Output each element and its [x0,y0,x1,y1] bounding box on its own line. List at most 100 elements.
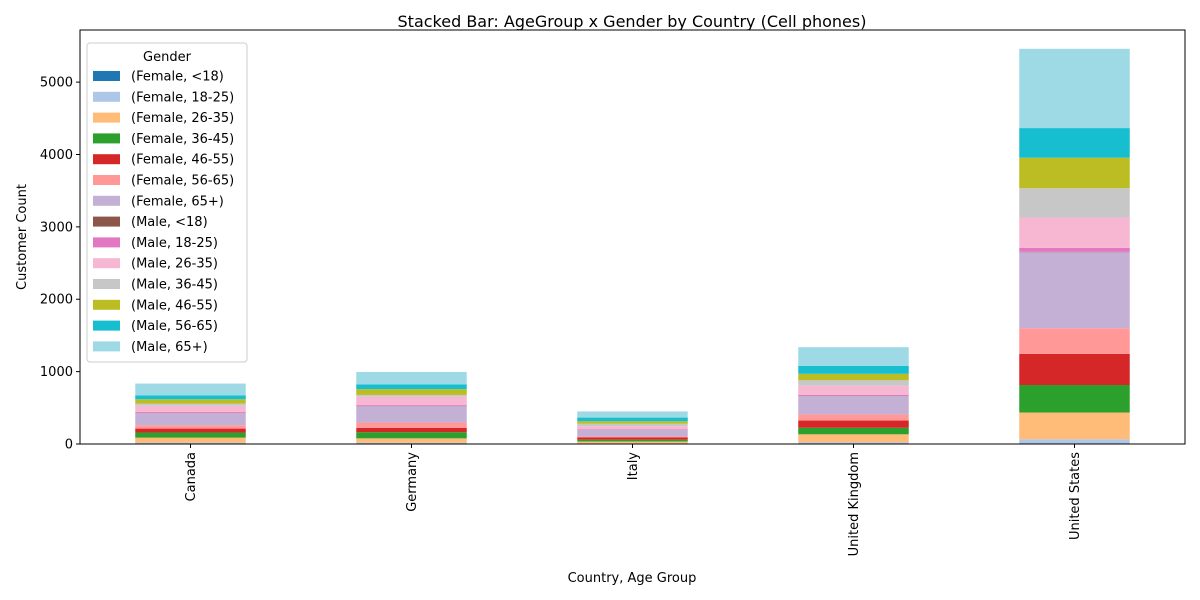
bars-layer [135,48,1130,444]
bar-segment [798,414,909,421]
bar-segment [135,405,246,412]
legend-swatch [93,133,120,144]
legend-label: (Female, <18) [131,70,224,85]
bar-segment [356,442,467,444]
bar-segment [356,405,467,406]
bar-segment [577,441,688,444]
legend-swatch [93,258,120,269]
legend-label: (Female, 36-45) [131,132,234,147]
bar-segment [1019,328,1130,354]
y-tick-label: 2000 [40,293,73,308]
legend-label: (Male, <18) [131,215,208,230]
x-tick-label: Italy [626,452,641,481]
bar-segment [135,383,246,396]
legend-swatch [93,299,120,310]
y-tick-label: 1000 [40,365,73,380]
bar-segment [577,439,688,442]
bar-segment [577,436,688,438]
bar-segment [1019,48,1130,129]
chart-title: Stacked Bar: AgeGroup x Gender by Countr… [398,12,867,31]
legend: Gender (Female, <18) (Female, 18-25) (Fema… [86,42,248,363]
bar-segment [798,434,909,443]
bar-segment [1019,128,1130,158]
bar-segment [135,425,246,429]
legend-label: (Male, 18-25) [131,236,218,251]
legend-label: (Male, 56-65) [131,319,218,334]
y-axis: 0 1000 2000 3000 4000 5000 [40,76,80,453]
bar-segment [798,365,909,374]
bar-segment [356,371,467,385]
bar-segment [135,437,246,443]
x-tick-label: United Kingdom [847,452,862,556]
legend-label: (Female, 65+) [131,194,224,209]
bar-segment [356,438,467,443]
bar-segment [798,373,909,381]
bar-segment [798,442,909,444]
bar-segment [135,442,246,444]
legend-swatch [93,195,120,206]
legend-label: (Male, 46-55) [131,298,218,313]
bar-segment [798,394,909,396]
legend-swatch [93,341,120,352]
legend-swatch [93,216,120,227]
x-axis-label: Country, Age Group [568,571,697,586]
bar-segment [798,385,909,395]
legend-label: (Male, 65+) [131,340,208,355]
bar-segment [1019,385,1130,413]
legend-title: Gender [143,50,192,65]
bar-segment [798,347,909,366]
legend-swatch [93,91,120,102]
bar-segment [135,413,246,426]
bar-segment [1019,439,1130,444]
x-tick-label: Canada [184,452,199,501]
bar-segment [356,389,467,395]
y-tick-label: 5000 [40,76,73,91]
bar-segment [577,429,688,437]
bar-segment [1019,252,1130,329]
legend-swatch [93,154,120,165]
y-axis-label: Customer Count [15,184,30,290]
legend-label: (Female, 46-55) [131,153,234,168]
y-tick-label: 3000 [40,220,73,235]
legend-swatch [93,279,120,289]
bar-segment [1019,188,1130,218]
bar-segment [1019,247,1130,252]
bar-segment [798,420,909,428]
bar-segment [577,426,688,430]
bar-segment [577,437,688,440]
bar-segment [135,411,246,413]
bar-segment [1019,412,1130,440]
bar-segment [356,406,467,423]
bar-segment [1019,157,1130,189]
legend-swatch [93,71,120,81]
legend-swatch [93,175,120,185]
bar-segment [577,411,688,418]
legend-label: (Male, 36-45) [131,278,218,293]
legend-swatch [93,237,120,248]
legend-label: (Female, 18-25) [131,90,234,105]
legend-swatch [93,112,120,123]
bar-segment [1019,353,1130,386]
bar-segment [577,429,688,430]
bar-segment [135,395,246,400]
bar-segment [798,380,909,386]
legend-swatch [93,320,120,331]
bar-segment [577,423,688,427]
legend-label: (Female, 56-65) [131,174,234,189]
bar-segment [356,394,467,397]
bar-segment [577,421,688,424]
x-tick-label: Germany [405,452,420,512]
y-tick-label: 0 [65,438,73,453]
bar-segment [356,427,467,433]
bar-segment [135,432,246,438]
bar-segment [356,396,467,406]
x-tick-label: United States [1068,452,1083,540]
legend-label: (Female, 26-35) [131,111,234,126]
bar-segment [1019,217,1130,248]
bar-segment [798,427,909,435]
bar-segment [135,428,246,433]
y-tick-label: 4000 [40,148,73,163]
bar-segment [135,403,246,406]
bar-segment [798,395,909,415]
